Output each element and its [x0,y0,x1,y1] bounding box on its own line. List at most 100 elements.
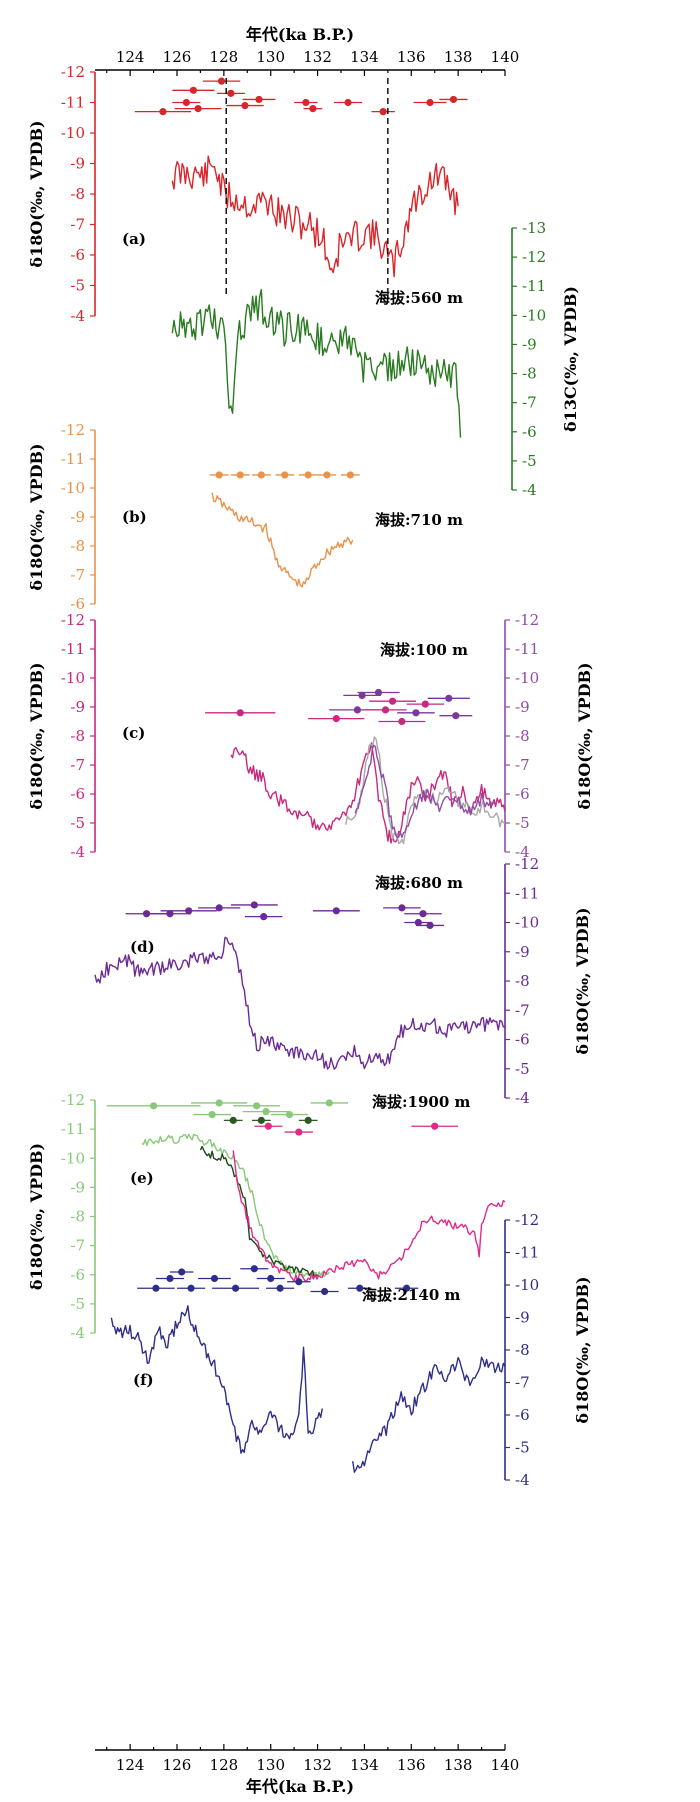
date-marker [358,691,366,700]
date-point [270,1110,309,1119]
date-point [284,1128,313,1136]
date-marker [166,1274,174,1283]
series-line-e-2 [199,1145,318,1278]
date-marker [281,471,289,479]
panel-label: (d) [130,938,155,956]
date-marker [323,471,331,479]
x-tick-label: 138 [444,48,473,66]
series-line-f-2 [352,1356,506,1473]
date-marker [346,471,354,479]
y-tick-label: -4 [515,1089,530,1107]
date-marker [449,95,458,104]
x-tick-label: 132 [303,48,332,66]
y-tick-label: -8 [515,727,530,745]
altitude-label: 海拔:710 m [375,511,463,529]
altitude-label: 海拔:2140 m [362,1286,461,1304]
y-tick-label: -12 [515,855,539,873]
date-marker [194,105,202,113]
date-point [242,1108,290,1116]
date-marker [304,1116,312,1124]
y-tick-label: -6 [515,1031,530,1049]
date-marker [149,1102,158,1110]
x-axis-title: 年代(ka B.P.) [246,1777,354,1796]
date-point [404,910,442,918]
y-tick-label: -8 [70,727,85,745]
y-tick-label: -9 [515,1309,530,1327]
date-point [406,700,445,708]
date-point [254,1122,283,1130]
y-tick-label: -5 [70,1295,85,1313]
date-point [404,918,433,927]
date-marker [255,95,263,104]
date-marker [403,1284,411,1292]
altitude-label: 海拔:680 m [375,874,463,892]
x-tick-label: 140 [491,48,520,66]
date-point [233,1102,281,1110]
panel-label: (b) [122,508,147,526]
series-line-e-3 [232,1150,506,1283]
date-marker [344,98,352,107]
y-axis-title: δ18O(‰, VPDB) [573,1276,592,1423]
x-tick-label: 140 [491,1756,520,1774]
series-line-b-1 [211,492,354,588]
y-tick-label: -10 [61,479,85,497]
date-marker [419,910,427,918]
date-point [287,1278,311,1286]
date-point [155,1274,185,1283]
series-line-a-2 [171,289,462,438]
y-tick-label: -6 [70,246,85,264]
series-line-f-1 [110,1305,323,1454]
x-tick-label: 126 [163,48,192,66]
y-tick-label: -4 [70,307,85,325]
date-point [413,98,447,107]
date-marker [241,101,249,110]
date-point [369,697,416,705]
date-point [226,101,264,110]
date-point [308,715,365,723]
y-tick-label: -4 [70,843,85,861]
y-tick-label: -10 [61,124,85,142]
date-marker [302,98,310,107]
date-marker [398,717,406,726]
y-tick-label: -11 [61,450,85,468]
y-tick-label: -8 [515,972,530,990]
altitude-label: 海拔:560 m [375,289,463,307]
date-point [216,89,245,97]
date-marker [231,1284,240,1292]
y-tick-label: -10 [515,914,539,932]
date-point [357,688,400,697]
date-marker [236,471,244,479]
date-point [266,1284,295,1292]
date-point [397,709,435,717]
date-point [310,1287,339,1296]
date-marker [421,700,429,708]
series-line-c-3 [354,744,497,839]
date-point [230,471,250,479]
y-tick-label: -10 [515,1276,539,1294]
date-point [439,95,468,104]
date-point [317,471,337,479]
y-tick-label: -12 [61,611,85,629]
y-axis-title: δ18O(‰, VPDB) [27,1143,46,1290]
date-point [427,694,470,702]
x-tick-label: 134 [350,48,379,66]
y-tick-label: -11 [515,884,539,902]
date-marker [353,706,361,714]
y-axis-title: δ18O(‰, VPDB) [27,120,46,267]
y-tick-label: -6 [70,595,85,613]
date-point [209,471,229,479]
series-line-e-1 [141,1133,330,1279]
y-tick-label: -9 [522,335,537,353]
date-marker [253,1102,261,1110]
panel-f: -12 -11 -10 -9 -8 -7 -6 -5 -4 δ18O(‰, VPDB) (f) 海拔:… [110,1211,592,1489]
y-tick-label: -7 [70,216,85,234]
y-tick-label: -8 [70,537,85,555]
y-tick-label: -4 [515,843,530,861]
date-point [191,1099,248,1107]
date-point [294,98,318,107]
y-tick-label: -10 [515,669,539,687]
y-tick-label: -7 [522,394,537,412]
date-point [148,910,192,918]
